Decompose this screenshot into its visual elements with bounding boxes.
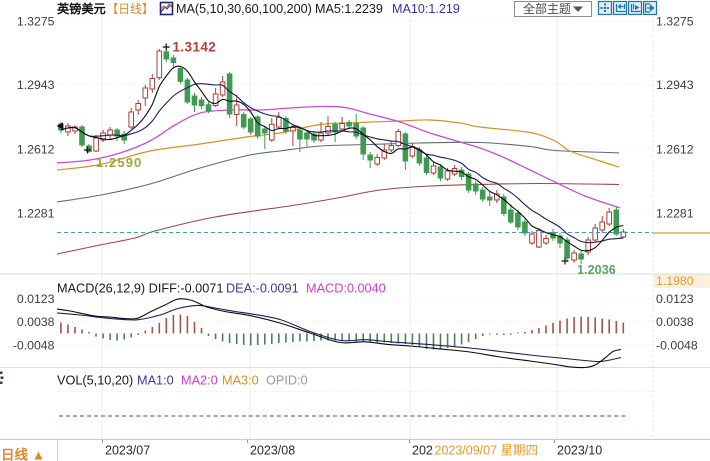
svg-text:MA2:0: MA2:0: [181, 374, 218, 388]
svg-text:VOL(5,10,20): VOL(5,10,20): [57, 374, 133, 388]
svg-text:1.3275: 1.3275: [656, 15, 694, 29]
svg-text:全部主题: 全部主题: [523, 1, 571, 16]
svg-text:DEA:-0.0091: DEA:-0.0091: [226, 282, 299, 296]
svg-text:0.0123: 0.0123: [656, 292, 694, 306]
svg-text:日线 ▲: 日线 ▲: [1, 447, 45, 461]
svg-text:0.0038: 0.0038: [17, 315, 55, 329]
svg-text:-0.0048: -0.0048: [656, 339, 698, 353]
svg-text:1.2612: 1.2612: [656, 142, 694, 156]
svg-text:1.2612: 1.2612: [17, 142, 55, 156]
svg-text:-0.0048: -0.0048: [13, 339, 55, 353]
svg-text:1.3142: 1.3142: [173, 40, 217, 55]
svg-text:英镑美元: 英镑美元: [57, 1, 106, 16]
svg-text:2023/08: 2023/08: [250, 444, 295, 458]
svg-text:MA1:0: MA1:0: [137, 374, 174, 388]
svg-text:1.2943: 1.2943: [17, 78, 55, 92]
svg-text:MA(5,10,30,60,100,200): MA(5,10,30,60,100,200): [176, 2, 312, 16]
svg-text:1.1980: 1.1980: [656, 274, 694, 288]
svg-text:1.2943: 1.2943: [656, 78, 694, 92]
svg-text:1.2281: 1.2281: [656, 207, 694, 221]
svg-text:1.2281: 1.2281: [17, 207, 55, 221]
svg-text:MACD:0.0040: MACD:0.0040: [306, 282, 386, 296]
svg-text:2023/07: 2023/07: [105, 444, 150, 458]
svg-text:MACD(26,12,9) DIFF:-0.0071: MACD(26,12,9) DIFF:-0.0071: [57, 282, 223, 296]
svg-text:MA10:1.219: MA10:1.219: [392, 2, 460, 16]
svg-text:【日线】: 【日线】: [107, 2, 154, 16]
svg-text:0.0123: 0.0123: [17, 292, 55, 306]
svg-text:2023/10: 2023/10: [557, 444, 602, 458]
svg-text:0.0038: 0.0038: [656, 315, 694, 329]
svg-text:OPID:0: OPID:0: [266, 374, 308, 388]
svg-text:MA5:1.2239: MA5:1.2239: [315, 2, 383, 16]
svg-text:1.2590: 1.2590: [96, 155, 142, 170]
svg-text:1.2036: 1.2036: [577, 263, 616, 277]
svg-text:2023/09/07 星期四: 2023/09/07 星期四: [435, 444, 539, 458]
svg-text:MA3:0: MA3:0: [222, 374, 259, 388]
svg-text:1.3275: 1.3275: [17, 15, 55, 29]
